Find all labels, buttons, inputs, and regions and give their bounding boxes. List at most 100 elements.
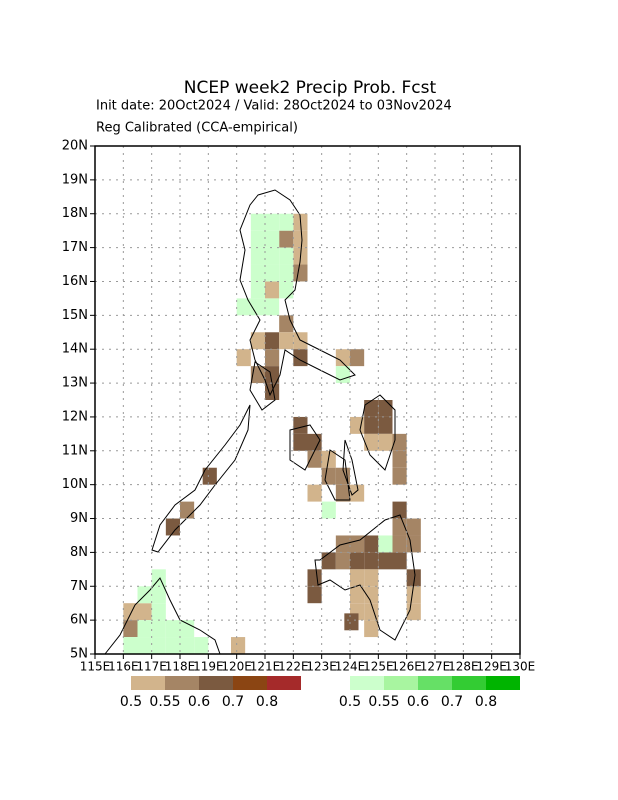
grid-cell (194, 637, 209, 654)
grid-cell (180, 620, 195, 638)
grid-cell (151, 637, 166, 654)
colorbar-label: 0.8 (475, 694, 497, 710)
colorbar-box (165, 676, 199, 690)
colorbar-label: 0.8 (256, 694, 278, 710)
grid-cell (350, 552, 365, 570)
x-tick-label: 125E (363, 660, 394, 674)
grid-cell (293, 230, 308, 248)
subtitle: Init date: 20Oct2024 / Valid: 28Oct2024 … (96, 99, 452, 114)
colorbar-box (384, 676, 418, 690)
axes: 115E116E117E118E119E120E121E122E123E124E… (62, 139, 536, 674)
grid-cell (307, 484, 322, 502)
plot-frame (94, 145, 521, 655)
grid-cell (364, 400, 379, 417)
coastlines (104, 189, 416, 655)
grid-cell (151, 586, 166, 604)
chart-title: NCEP week2 Precip Prob. Fcst (184, 78, 437, 98)
x-tick-label: 128E (448, 660, 479, 674)
grid-cell (350, 349, 365, 367)
grid-cell (123, 603, 138, 621)
y-tick-label: 18N (62, 206, 88, 221)
legend: 0.5 0.55 0.6 0.7 0.8 0.5 0.55 0.6 0.7 0.8 (120, 676, 520, 710)
x-tick-label: 115E (80, 660, 111, 674)
grid-cell (293, 349, 308, 367)
grid-cell (378, 535, 393, 553)
grid-cell (321, 501, 336, 519)
grid-cell (250, 366, 265, 384)
y-tick-label: 17N (62, 240, 88, 255)
grid-cell (335, 552, 350, 570)
grid-cell (180, 501, 195, 519)
x-tick-label: 116E (108, 660, 139, 674)
grid-cell (151, 569, 166, 587)
grid-cell (250, 247, 265, 265)
grid-cell (293, 264, 308, 282)
grid-cell (165, 518, 180, 536)
grid-cell (392, 535, 407, 553)
colorbar-box (486, 676, 520, 690)
x-tick-label: 123E (306, 660, 337, 674)
grid-cell (335, 366, 350, 384)
y-tick-label: 13N (62, 376, 88, 391)
y-tick-label: 7N (70, 579, 88, 594)
grid-cell (279, 230, 294, 248)
coastline (104, 577, 221, 655)
grid-cell (279, 247, 294, 265)
y-tick-label: 12N (62, 409, 88, 424)
grid-cell (364, 416, 379, 434)
colorbar-label: 0.6 (188, 694, 210, 710)
x-tick-label: 120E (221, 660, 252, 674)
cells (123, 213, 421, 654)
grid-cell (293, 416, 308, 434)
grid-cell (364, 552, 379, 570)
y-tick-label: 5N (70, 647, 88, 662)
grid-cell (250, 230, 265, 248)
grid-cell (279, 213, 294, 231)
colorbar-box (131, 676, 165, 690)
coastline (151, 404, 251, 553)
y-tick-label: 6N (70, 613, 88, 628)
colorbar-label: 0.6 (407, 694, 429, 710)
subtitle: Reg Calibrated (CCA-empirical) (96, 121, 298, 136)
grid-cell (335, 349, 350, 367)
grid-cell (137, 637, 152, 654)
grid-cell (123, 620, 138, 638)
grid-cell (335, 484, 350, 502)
coastline (249, 361, 276, 411)
grid-cell (392, 552, 407, 570)
grid-cell (364, 535, 379, 553)
grid-cell (151, 620, 166, 638)
x-tick-label: 119E (193, 660, 224, 674)
coastline (314, 514, 416, 641)
grid-cell (265, 298, 280, 316)
grid-cell (137, 620, 152, 638)
grid-cell (392, 501, 407, 519)
grid-cell (236, 298, 251, 316)
x-tick-label: 130E (505, 660, 536, 674)
grid-cell (265, 264, 280, 282)
x-tick-label: 127E (420, 660, 451, 674)
colorbar-box (452, 676, 486, 690)
grid-cell (250, 281, 265, 299)
x-tick-label: 126E (391, 660, 422, 674)
colorbar-label: 0.5 (120, 694, 142, 710)
colorbar-box (267, 676, 301, 690)
grid-cell (265, 366, 280, 384)
colorbar-label: 0.55 (149, 694, 180, 710)
y-tick-label: 15N (62, 308, 88, 323)
grid-cell (321, 467, 336, 485)
grid-cell (151, 603, 166, 621)
grid-cell (392, 433, 407, 451)
grid-cell (265, 247, 280, 265)
x-tick-label: 122E (278, 660, 309, 674)
grid-cell (279, 264, 294, 282)
grid-cell (236, 349, 251, 367)
grid-cell (180, 637, 195, 654)
grid-cell (231, 637, 246, 654)
y-tick-label: 20N (62, 139, 88, 154)
grid-cell (406, 586, 421, 604)
y-tick-label: 14N (62, 342, 88, 357)
x-tick-label: 124E (335, 660, 366, 674)
y-tick-label: 16N (62, 274, 88, 289)
colorbar-label: 0.7 (222, 694, 244, 710)
